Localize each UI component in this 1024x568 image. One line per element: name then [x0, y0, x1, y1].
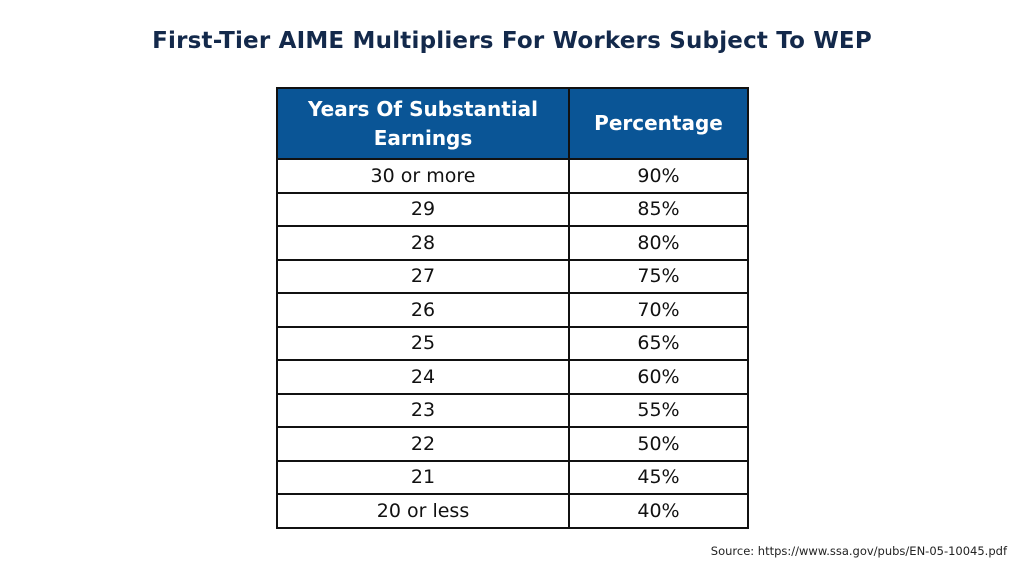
table-row: 27 75% [276, 258, 749, 294]
years-cell: 22 [276, 426, 570, 462]
percentage-cell: 80% [568, 225, 749, 261]
years-cell: 20 or less [276, 493, 570, 529]
years-cell: 26 [276, 292, 570, 328]
years-cell: 23 [276, 392, 570, 428]
percentage-cell: 65% [568, 325, 749, 361]
table-row: 30 or more 90% [276, 158, 749, 194]
table-row: 28 80% [276, 225, 749, 261]
years-cell: 28 [276, 225, 570, 261]
table-row: 29 85% [276, 191, 749, 227]
table-row: 25 65% [276, 325, 749, 361]
table-header-row: Years Of Substantial Earnings Percentage [276, 87, 749, 160]
years-cell: 21 [276, 459, 570, 495]
years-cell: 30 or more [276, 158, 570, 194]
percentage-cell: 70% [568, 292, 749, 328]
table-row: 20 or less 40% [276, 493, 749, 529]
percentage-cell: 50% [568, 426, 749, 462]
multiplier-table: Years Of Substantial Earnings Percentage… [276, 87, 749, 529]
source-citation: Source: https://www.ssa.gov/pubs/EN-05-1… [710, 544, 1007, 558]
header-percentage: Percentage [568, 87, 749, 160]
table-row: 24 60% [276, 359, 749, 395]
years-cell: 27 [276, 258, 570, 294]
percentage-cell: 45% [568, 459, 749, 495]
table-row: 26 70% [276, 292, 749, 328]
table-row: 21 45% [276, 459, 749, 495]
years-cell: 29 [276, 191, 570, 227]
percentage-cell: 60% [568, 359, 749, 395]
page-title: First-Tier AIME Multipliers For Workers … [152, 28, 872, 54]
header-years: Years Of Substantial Earnings [276, 87, 570, 160]
table-row: 22 50% [276, 426, 749, 462]
table-row: 23 55% [276, 392, 749, 428]
years-cell: 24 [276, 359, 570, 395]
percentage-cell: 55% [568, 392, 749, 428]
years-cell: 25 [276, 325, 570, 361]
percentage-cell: 40% [568, 493, 749, 529]
percentage-cell: 75% [568, 258, 749, 294]
percentage-cell: 85% [568, 191, 749, 227]
percentage-cell: 90% [568, 158, 749, 194]
